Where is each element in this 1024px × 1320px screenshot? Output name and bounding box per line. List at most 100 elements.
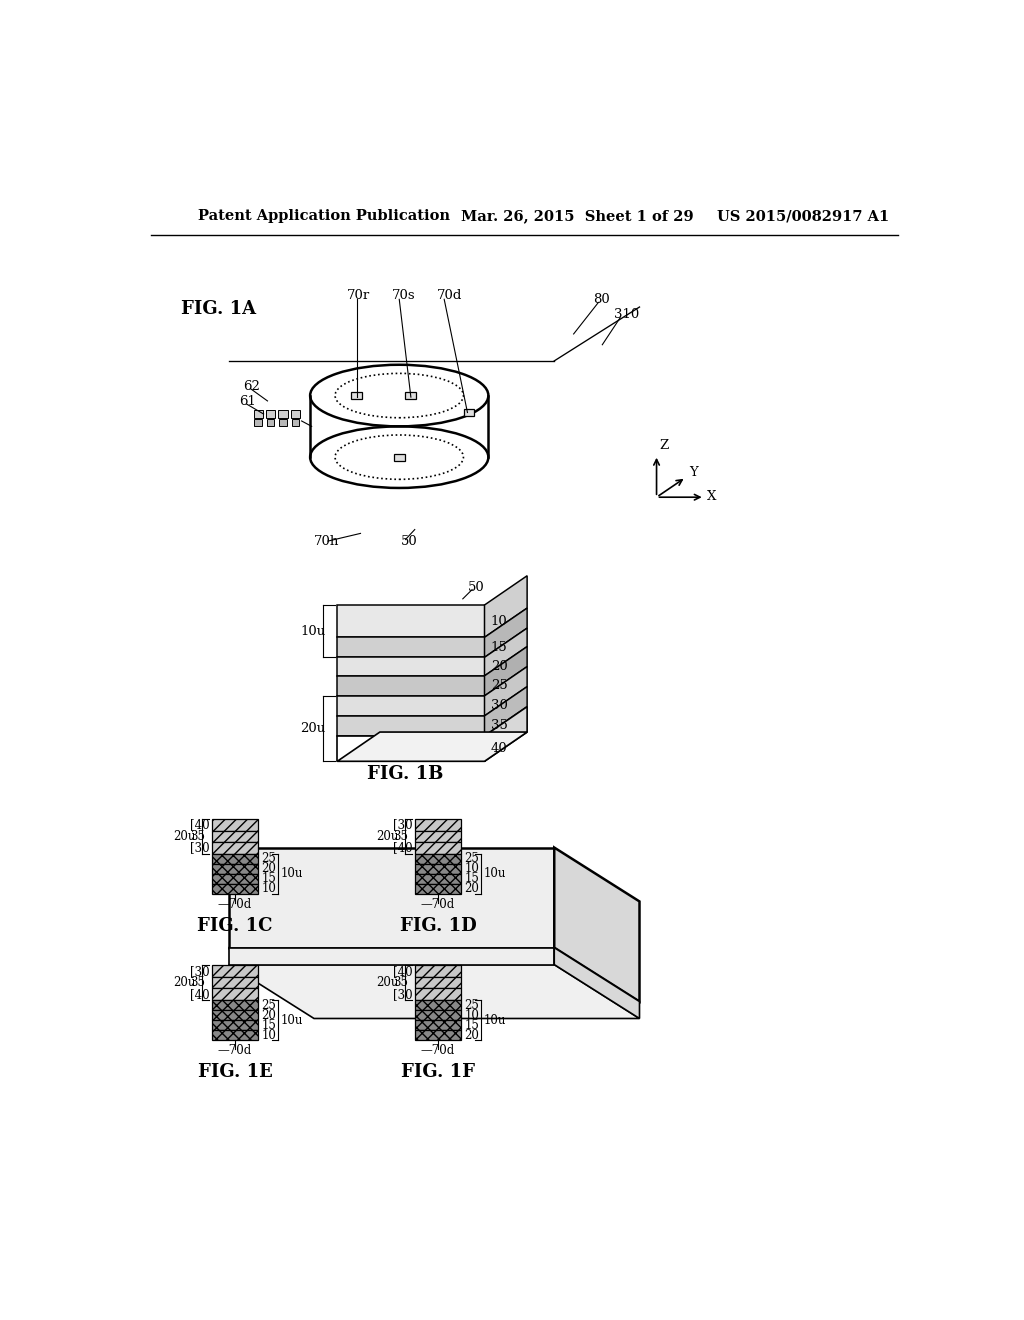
Bar [212,854,258,863]
Text: FIG. 1E: FIG. 1E [198,1064,272,1081]
Text: 35: 35 [490,719,508,733]
Text: 10: 10 [464,862,479,875]
Polygon shape [484,706,527,762]
Text: 20: 20 [261,862,276,875]
Bar [415,830,461,842]
Polygon shape [484,647,527,696]
Polygon shape [484,628,527,676]
Text: 10u: 10u [483,867,506,880]
Text: [30: [30 [393,987,413,1001]
Bar [212,830,258,842]
Text: —70d: —70d [218,898,252,911]
Text: 10u: 10u [281,867,303,880]
Text: Mar. 26, 2015  Sheet 1 of 29: Mar. 26, 2015 Sheet 1 of 29 [461,209,694,223]
Bar [212,842,258,854]
Text: 20: 20 [490,660,508,673]
Text: 15: 15 [261,1019,276,1031]
Bar [415,818,461,830]
Text: 15: 15 [464,873,479,886]
Text: 25: 25 [464,853,479,865]
Bar [212,1030,258,1040]
Text: 30: 30 [490,700,508,713]
Bar [291,411,300,418]
Bar [337,638,484,657]
Text: [40: [40 [393,965,413,978]
Text: 50: 50 [467,581,484,594]
Text: 25: 25 [261,998,276,1011]
Bar [406,392,417,399]
Bar [212,863,258,874]
Bar [212,977,258,989]
Bar [415,977,461,989]
Text: 10: 10 [490,615,508,628]
Bar [415,863,461,874]
Bar [351,392,362,399]
Bar [266,411,275,418]
Bar [212,884,258,894]
Text: 70s: 70s [391,289,415,302]
Text: [40: [40 [393,841,413,854]
Polygon shape [228,965,640,1019]
Bar [394,454,404,461]
Text: [30: [30 [393,818,413,832]
Text: 20u: 20u [376,830,398,843]
Bar [337,605,484,638]
Polygon shape [484,609,527,657]
Text: 40: 40 [490,742,508,755]
Text: —70d: —70d [421,898,455,911]
Text: 35: 35 [190,830,205,843]
Text: 25: 25 [464,998,479,1011]
Text: 35: 35 [393,830,408,843]
Bar [464,409,474,416]
Polygon shape [484,667,527,715]
Text: 20u: 20u [173,830,196,843]
Bar [415,1030,461,1040]
Bar [415,1001,461,1010]
Text: Y: Y [689,466,697,479]
Polygon shape [337,733,527,762]
Text: FIG. 1A: FIG. 1A [180,300,256,318]
Bar [415,874,461,884]
Text: 20: 20 [261,1008,276,1022]
Bar [254,411,263,418]
Text: FIG. 1B: FIG. 1B [368,766,443,783]
Bar [212,1020,258,1030]
Bar [212,989,258,1001]
Bar [337,737,484,762]
Text: 70r: 70r [347,289,371,302]
Bar [337,715,484,737]
Bar [212,874,258,884]
Bar [415,1020,461,1030]
Text: 20u: 20u [173,977,196,989]
Polygon shape [484,576,527,638]
Bar [337,696,484,715]
Bar [415,884,461,894]
Polygon shape [554,847,640,1002]
Bar [337,657,484,676]
Polygon shape [554,948,640,1019]
Bar [212,818,258,830]
Polygon shape [228,847,554,948]
Text: 61: 61 [239,395,256,408]
Text: X: X [707,490,717,503]
Text: 35: 35 [190,977,205,989]
Text: —70d: —70d [218,1044,252,1057]
Bar [212,1001,258,1010]
Text: FIG. 1F: FIG. 1F [401,1064,475,1081]
Polygon shape [228,948,554,965]
Text: 70d: 70d [436,289,462,302]
Text: 20: 20 [464,882,479,895]
Text: [40: [40 [190,818,210,832]
Text: 15: 15 [261,873,276,886]
Text: 80: 80 [593,293,609,306]
Text: 10u: 10u [281,1014,303,1027]
Polygon shape [228,948,640,1002]
Text: FIG. 1D: FIG. 1D [399,917,476,935]
Text: 25: 25 [490,680,508,693]
Bar [266,420,274,425]
Text: 310: 310 [614,308,639,321]
Bar [292,420,299,425]
Bar [415,1010,461,1020]
Bar [279,411,288,418]
Text: Z: Z [658,440,668,453]
